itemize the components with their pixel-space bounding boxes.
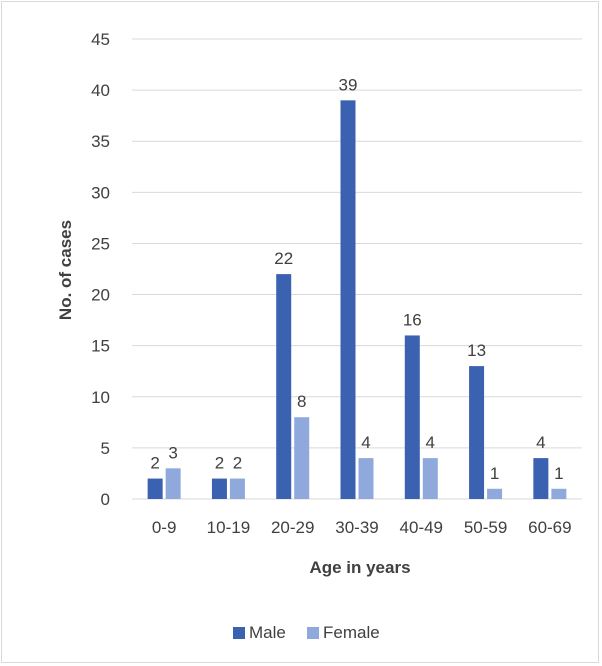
data-label-male-30-39: 39 xyxy=(339,75,358,94)
data-label-female-60-69: 1 xyxy=(554,464,563,483)
y-tick-label-5: 5 xyxy=(101,439,110,458)
legend-label-male: Male xyxy=(249,623,286,642)
x-tick-label-10-19: 10-19 xyxy=(207,518,250,537)
data-label-male-60-69: 4 xyxy=(536,433,545,452)
bar-female-40-49 xyxy=(422,458,438,499)
y-tick-label-20: 20 xyxy=(91,286,110,305)
bar-female-0-9 xyxy=(165,468,181,499)
data-label-female-40-49: 4 xyxy=(426,433,435,452)
bar-male-40-49 xyxy=(404,335,420,499)
bar-male-50-59 xyxy=(469,366,485,499)
y-tick-label-0: 0 xyxy=(101,490,110,509)
bar-female-10-19 xyxy=(229,478,245,499)
x-tick-label-50-59: 50-59 xyxy=(464,518,507,537)
bar-female-60-69 xyxy=(551,488,567,499)
x-tick-label-30-39: 30-39 xyxy=(335,518,378,537)
data-label-female-30-39: 4 xyxy=(361,433,370,452)
legend-swatch-female xyxy=(307,627,319,639)
legend-label-female: Female xyxy=(323,623,380,642)
data-label-female-0-9: 3 xyxy=(168,443,177,462)
bar-male-10-19 xyxy=(211,478,227,499)
data-label-female-50-59: 1 xyxy=(490,464,499,483)
bar-male-20-29 xyxy=(276,274,292,499)
bar-female-50-59 xyxy=(487,488,503,499)
x-tick-label-60-69: 60-69 xyxy=(528,518,571,537)
data-label-male-40-49: 16 xyxy=(403,310,422,329)
y-tick-label-40: 40 xyxy=(91,81,110,100)
bar-male-0-9 xyxy=(147,478,163,499)
y-axis-title: No. of cases xyxy=(56,220,75,320)
data-label-male-10-19: 2 xyxy=(215,454,224,473)
data-label-male-50-59: 13 xyxy=(467,341,486,360)
legend: Male Female xyxy=(233,623,380,642)
bar-male-60-69 xyxy=(533,458,549,499)
y-tick-label-15: 15 xyxy=(91,337,110,356)
y-axis-ticks: 0 5 10 15 20 25 30 35 40 45 xyxy=(91,30,110,509)
bar-male-30-39 xyxy=(340,100,356,499)
data-label-female-10-19: 2 xyxy=(233,454,242,473)
bar-female-30-39 xyxy=(358,458,374,499)
bars xyxy=(147,100,567,499)
y-tick-label-35: 35 xyxy=(91,132,110,151)
data-label-male-0-9: 2 xyxy=(150,454,159,473)
data-label-female-20-29: 8 xyxy=(297,392,306,411)
y-tick-label-45: 45 xyxy=(91,30,110,49)
y-tick-label-10: 10 xyxy=(91,388,110,407)
gridlines xyxy=(132,38,582,500)
x-axis-ticks: 0-9 10-19 20-29 30-39 40-49 50-59 60-69 xyxy=(152,518,572,537)
data-label-male-20-29: 22 xyxy=(274,249,293,268)
x-tick-label-40-49: 40-49 xyxy=(400,518,443,537)
bar-female-20-29 xyxy=(294,417,310,499)
x-axis-title: Age in years xyxy=(309,558,410,577)
legend-swatch-male xyxy=(233,627,245,639)
y-tick-label-25: 25 xyxy=(91,234,110,253)
x-tick-label-0-9: 0-9 xyxy=(152,518,177,537)
y-tick-label-30: 30 xyxy=(91,183,110,202)
x-tick-label-20-29: 20-29 xyxy=(271,518,314,537)
